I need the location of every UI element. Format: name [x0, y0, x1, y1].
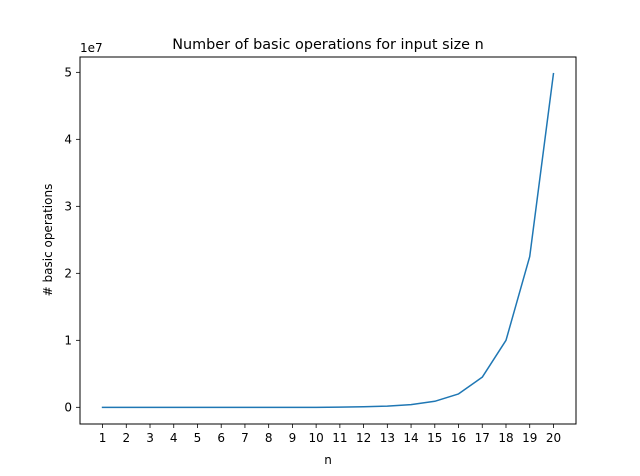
x-tick-label: 19 [522, 431, 537, 445]
y-tick-label: 0 [64, 400, 72, 414]
x-tick-label: 2 [122, 431, 130, 445]
y-axis-ticks: 0 1 2 3 4 5 [64, 65, 80, 414]
x-tick-label: 3 [146, 431, 154, 445]
x-tick-label: 18 [498, 431, 513, 445]
x-tick-label: 8 [265, 431, 273, 445]
x-tick-label: 17 [475, 431, 490, 445]
y-tick-label: 3 [64, 199, 72, 213]
x-tick-label: 20 [546, 431, 561, 445]
x-tick-label: 6 [217, 431, 225, 445]
y-tick-label: 5 [64, 65, 72, 79]
series-line [101, 72, 555, 409]
x-tick-label: 4 [170, 431, 178, 445]
series-layer [101, 72, 555, 409]
x-tick-label: 1 [99, 431, 107, 445]
chart-title: Number of basic operations for input siz… [172, 37, 483, 53]
x-tick-label: 12 [356, 431, 371, 445]
y-tick-label: 4 [64, 132, 72, 146]
x-tick-label: 13 [380, 431, 395, 445]
x-tick-label: 9 [289, 431, 297, 445]
x-tick-label: 5 [194, 431, 202, 445]
x-tick-label: 14 [403, 431, 418, 445]
x-axis-label: n [324, 453, 332, 467]
x-axis-ticks: 1 2 3 4 5 6 7 8 9 10 11 12 13 14 15 16 17 18 19 20 [99, 424, 561, 445]
x-tick-label: 15 [427, 431, 442, 445]
x-tick-label: 7 [241, 431, 249, 445]
y-tick-label: 1 [64, 333, 72, 347]
plot-area [80, 57, 576, 424]
x-tick-label: 11 [332, 431, 347, 445]
x-tick-label: 16 [451, 431, 466, 445]
y-tick-label: 2 [64, 266, 72, 280]
y-axis-label: # basic operations [41, 184, 55, 297]
plot-frame [79, 56, 577, 425]
x-tick-label: 10 [308, 431, 323, 445]
y-offset-label: 1e7 [80, 41, 103, 55]
